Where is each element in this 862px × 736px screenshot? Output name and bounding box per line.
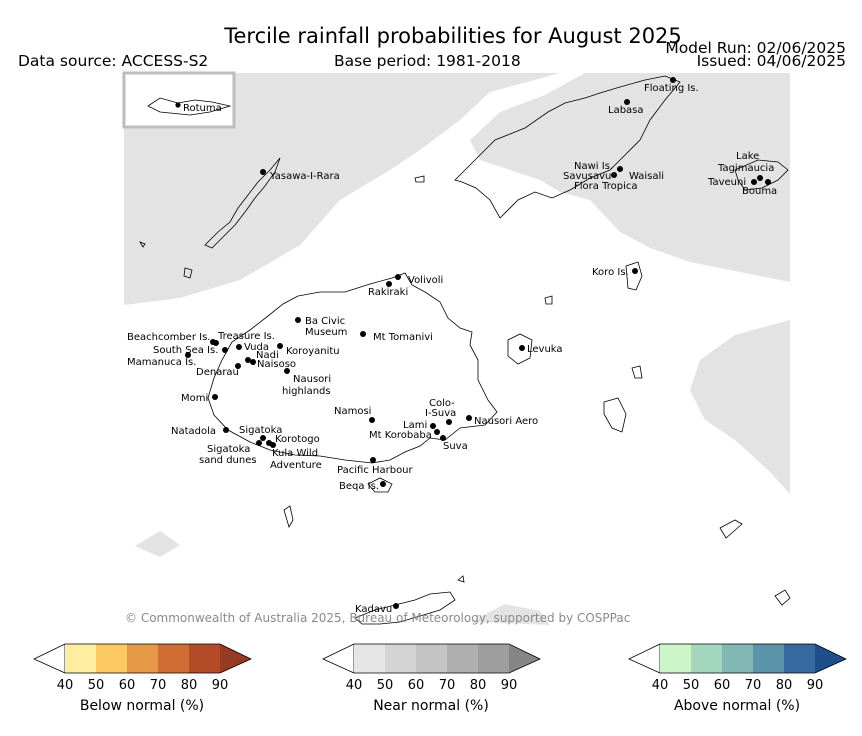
svg-text:60: 60 xyxy=(714,678,731,693)
model-run: Model Run: 02/06/2025 xyxy=(665,39,846,57)
svg-text:40: 40 xyxy=(57,678,74,693)
svg-text:90: 90 xyxy=(807,678,824,693)
label-rakiraki: Rakiraki xyxy=(368,287,408,298)
label-treasure-is: Treasure Is. xyxy=(217,331,275,342)
probability-shading xyxy=(124,73,790,625)
label-nausori: Nausori xyxy=(293,374,331,385)
svg-text:50: 50 xyxy=(377,678,394,693)
label-pacific-harbour: Pacific Harbour xyxy=(337,465,414,476)
label-lake: Lake xyxy=(736,151,759,162)
label-ba-civic: Ba Civic xyxy=(305,316,345,327)
label-levuka: Levuka xyxy=(527,344,563,355)
label-bouma: Bouma xyxy=(742,186,777,197)
svg-text:70: 70 xyxy=(745,678,762,693)
label-korotogo: Korotogo xyxy=(275,434,320,445)
label-i-suva: I-Suva xyxy=(425,408,456,419)
svg-text:80: 80 xyxy=(776,678,793,693)
label-mamanuca-is: Mamanuca Is. xyxy=(127,357,196,368)
near-normal-label: Near normal (%) xyxy=(373,698,489,714)
label-beachcomber-is: Beachcomber Is. xyxy=(127,332,210,343)
label-nadi: Nadi xyxy=(256,350,279,361)
legend-near-normal: 40 50 60 70 80 90 Near normal (%) xyxy=(322,643,541,714)
data-source: Data source: ACCESS-S2 xyxy=(18,52,209,70)
label-nawi-is: Nawi Is. xyxy=(574,161,613,172)
label-koro-is: Koro Is. xyxy=(592,267,629,278)
label-yasawa: Yasawa-I-Rara xyxy=(269,171,340,182)
label-floating-is: Floating Is. xyxy=(644,83,699,94)
rotuma-label: Rotuma xyxy=(183,103,222,114)
label-mt-korobaba: Mt Korobaba xyxy=(369,430,432,441)
below-normal-label: Below normal (%) xyxy=(80,698,204,714)
map-title: Tercile rainfall probabilities for Augus… xyxy=(224,24,682,48)
issued-date: Issued: 04/06/2025 xyxy=(696,52,846,70)
label-museum: Museum xyxy=(305,327,347,338)
label-mt-tomanivi: Mt Tomanivi xyxy=(373,332,433,343)
label-naisoso: Naisoso xyxy=(257,359,296,370)
legend-below-normal: 40 50 60 70 80 90 Below normal (%) xyxy=(33,643,252,714)
rotuma-inset: Rotuma xyxy=(122,71,236,129)
label-sigatoka: Sigatoka xyxy=(239,425,282,436)
label-natadola: Natadola xyxy=(171,426,216,437)
above-normal-label: Above normal (%) xyxy=(674,698,800,714)
svg-text:50: 50 xyxy=(88,678,105,693)
label-sigatoka-dunes-2: sand dunes xyxy=(199,455,257,466)
station-markers xyxy=(185,77,771,609)
svg-text:40: 40 xyxy=(652,678,669,693)
label-colo: Colo- xyxy=(429,398,455,409)
label-volivoli: Volivoli xyxy=(408,275,443,286)
svg-text:60: 60 xyxy=(408,678,425,693)
svg-text:80: 80 xyxy=(181,678,198,693)
svg-text:40: 40 xyxy=(346,678,363,693)
label-waisali: Waisali xyxy=(629,171,664,182)
svg-text:60: 60 xyxy=(119,678,136,693)
label-nausori-aero: Nausori Aero xyxy=(474,416,538,427)
label-denarau: Denarau xyxy=(196,367,239,378)
label-kula-wild: Kula Wild xyxy=(272,448,318,459)
copyright-credit: © Commonwealth of Australia 2025, Bureau… xyxy=(125,611,630,625)
svg-text:80: 80 xyxy=(470,678,487,693)
label-namosi: Namosi xyxy=(334,406,371,417)
label-south-sea-is: South Sea Is. xyxy=(153,345,218,356)
svg-text:50: 50 xyxy=(683,678,700,693)
legend-above-normal: 40 50 60 70 80 90 Above normal (%) xyxy=(628,643,847,714)
svg-text:70: 70 xyxy=(150,678,167,693)
label-kadavu: Kadavu xyxy=(355,604,392,615)
label-tagimaucia: Tagimaucia xyxy=(717,163,774,174)
place-labels: Floating Is. Labasa Nawi Is. Savusavu Wa… xyxy=(127,83,777,615)
label-suva: Suva xyxy=(443,441,468,452)
label-highlands: highlands xyxy=(282,386,331,397)
label-savusavu: Savusavu xyxy=(563,171,611,182)
label-momi: Momi xyxy=(181,393,208,404)
coastlines xyxy=(139,75,791,625)
label-adventure: Adventure xyxy=(270,460,322,471)
svg-text:90: 90 xyxy=(501,678,518,693)
label-sigatoka-dunes-1: Sigatoka xyxy=(207,444,250,455)
base-period: Base period: 1981-2018 xyxy=(334,52,521,70)
label-flora-tropica: Flora Tropica xyxy=(574,181,637,192)
svg-text:70: 70 xyxy=(439,678,456,693)
label-vuda: Vuda xyxy=(244,342,269,353)
label-koroyanitu: Koroyanitu xyxy=(286,346,340,357)
label-beqa-is: Beqa Is. xyxy=(339,481,379,492)
svg-text:90: 90 xyxy=(212,678,229,693)
label-lami: Lami xyxy=(403,420,427,431)
label-labasa: Labasa xyxy=(608,105,644,116)
label-taveuni: Taveuni xyxy=(707,177,746,188)
